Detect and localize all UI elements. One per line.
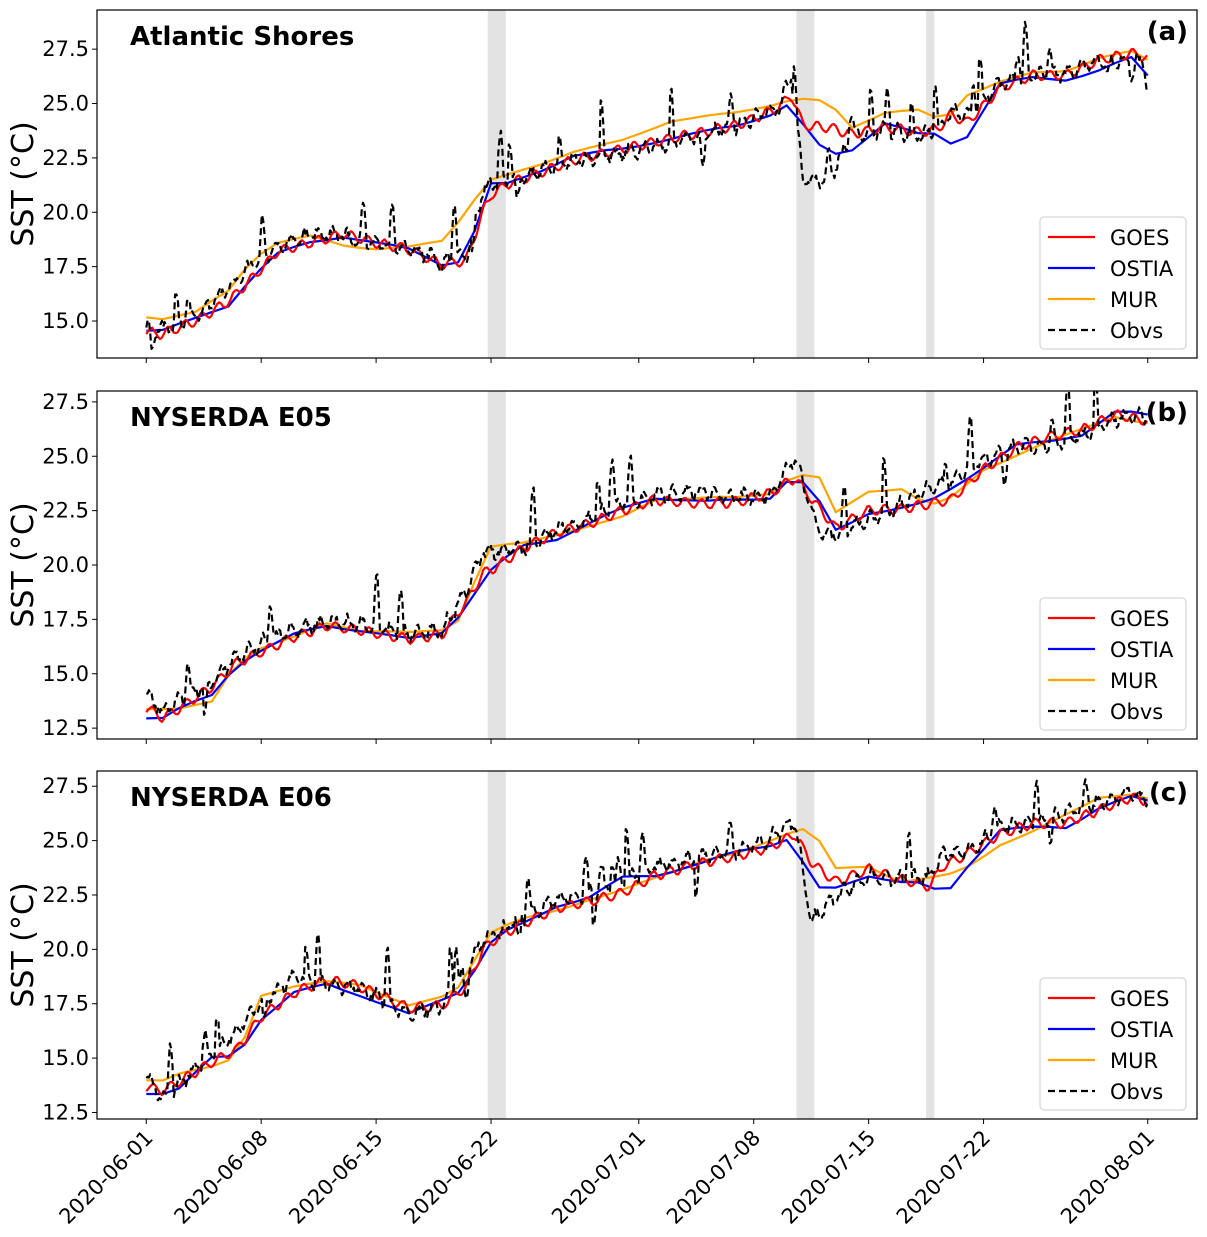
- shaded-period: [796, 391, 815, 739]
- legend-label-ostia: OSTIA: [1110, 257, 1174, 281]
- y-tick-label: 27.5: [42, 390, 89, 414]
- y-axis-label: SST (°C): [6, 121, 41, 246]
- y-tick-label: 20.0: [42, 553, 89, 577]
- y-axis-label: SST (°C): [6, 882, 41, 1007]
- panel-3: 12.5 15.0 17.5 20.0 22.5 25.0 27.5 SST (°C) NYSE…: [6, 770, 1198, 1124]
- plot-area: [145, 20, 1149, 350]
- panel-2: 12.5 15.0 17.5 20.0 22.5 25.0 27.5 SST (°C) NYSE…: [6, 390, 1198, 744]
- x-tick-label: 2020-06-15: [284, 1126, 387, 1229]
- y-tick-label: 15.0: [42, 662, 89, 686]
- shaded-period: [926, 391, 935, 739]
- plot-area: [145, 391, 1149, 723]
- legend-label-ostia: OSTIA: [1110, 638, 1174, 662]
- shaded-period: [926, 771, 935, 1119]
- panel-letter: (a): [1147, 17, 1188, 47]
- shaded-period: [487, 771, 506, 1119]
- x-tick-label: 2020-07-01: [547, 1126, 650, 1229]
- x-tick-label: 2020-08-01: [1056, 1126, 1159, 1229]
- y-tick-label: 22.5: [42, 499, 89, 523]
- legend-label-mur: MUR: [1110, 288, 1158, 312]
- legend-label-obvs: Obvs: [1110, 1080, 1163, 1104]
- x-tick-label: 2020-06-01: [55, 1126, 158, 1229]
- panel-title: NYSERDA E06: [130, 783, 332, 813]
- series-line-ostia: [146, 55, 1149, 332]
- y-tick-label: 25.0: [42, 444, 89, 468]
- series-line-ostia: [146, 794, 1149, 1096]
- y-tick-label: 17.5: [42, 255, 89, 279]
- legend-label-mur: MUR: [1110, 1049, 1158, 1073]
- y-tick-label: 27.5: [42, 774, 89, 798]
- y-tick-label: 20.0: [42, 200, 89, 224]
- legend-label-obvs: Obvs: [1110, 319, 1163, 343]
- shaded-period: [926, 10, 935, 358]
- legend-box: [1039, 597, 1187, 731]
- plot-area: [145, 778, 1149, 1102]
- y-tick-label: 25.0: [42, 92, 89, 116]
- series-line-goes: [145, 47, 1148, 341]
- x-tick-label: 2020-07-22: [892, 1126, 995, 1229]
- panel-title: Atlantic Shores: [130, 22, 354, 52]
- legend-label-goes: GOES: [1110, 226, 1169, 250]
- series-line-goes: [145, 792, 1148, 1097]
- legend-label-goes: GOES: [1110, 607, 1169, 631]
- y-tick-label: 25.0: [42, 829, 89, 853]
- y-tick-label: 17.5: [42, 607, 89, 631]
- y-tick-label: 27.5: [42, 37, 89, 61]
- y-tick-label: 22.5: [42, 883, 89, 907]
- x-tick-label: 2020-07-08: [662, 1126, 765, 1229]
- series-line-goes: [145, 409, 1149, 723]
- axes-frame: [96, 9, 1198, 359]
- y-tick-label: 22.5: [42, 146, 89, 170]
- x-tick-label: 2020-06-22: [399, 1126, 502, 1229]
- axes-frame: [96, 770, 1198, 1120]
- y-tick-label: 20.0: [42, 937, 89, 961]
- legend-box: [1039, 216, 1187, 350]
- legend-label-goes: GOES: [1110, 987, 1169, 1011]
- y-tick-label: 15.0: [42, 1046, 89, 1070]
- legend-label-mur: MUR: [1110, 669, 1158, 693]
- x-tick-label: 2020-06-08: [169, 1126, 272, 1229]
- series-line-obvs: [145, 778, 1149, 1102]
- y-tick-label: 17.5: [42, 992, 89, 1016]
- panel-1: 15.0 17.5 20.0 22.5 25.0 27.5 SST (°C) Atlantic…: [6, 9, 1198, 363]
- shaded-period: [796, 771, 815, 1119]
- y-tick-label: 12.5: [42, 1100, 89, 1124]
- y-axis-label: SST (°C): [6, 502, 41, 627]
- legend-box: [1039, 977, 1187, 1111]
- legend-label-obvs: Obvs: [1110, 700, 1163, 724]
- panel-letter: (c): [1149, 778, 1188, 808]
- y-tick-label: 15.0: [42, 309, 89, 333]
- panel-title: NYSERDA E05: [130, 403, 332, 433]
- panel-letter: (b): [1146, 398, 1188, 428]
- x-tick-label: 2020-07-15: [777, 1126, 880, 1229]
- y-tick-label: 12.5: [42, 716, 89, 740]
- legend-label-ostia: OSTIA: [1110, 1018, 1174, 1042]
- series-line-obvs: [145, 20, 1149, 350]
